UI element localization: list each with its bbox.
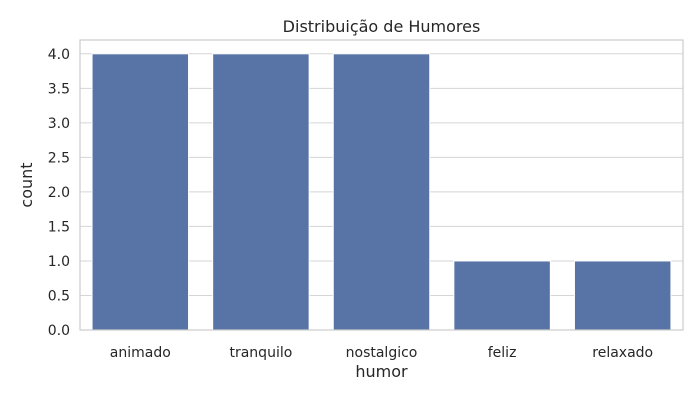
bar-tranquilo — [212, 53, 310, 331]
y-tick-label: 3.0 — [48, 116, 70, 132]
x-tick-label: tranquilo — [229, 345, 292, 361]
y-tick-label: 0.0 — [48, 323, 70, 339]
x-tick-label: relaxado — [592, 345, 653, 361]
x-tick-label: feliz — [488, 345, 517, 361]
bar-nostalgico — [332, 53, 431, 331]
x-axis-label: humor — [355, 362, 408, 381]
bar-relaxado — [573, 260, 672, 331]
y-tick-label: 2.0 — [48, 185, 70, 201]
bars — [91, 53, 672, 331]
bar-feliz — [453, 260, 551, 331]
bar-animado — [91, 53, 190, 331]
y-tick-labels: 0.0 0.5 1.0 1.5 2.0 2.5 3.0 3.5 4.0 — [48, 47, 70, 339]
y-tick-label: 4.0 — [48, 47, 70, 63]
y-tick-label: 2.5 — [48, 150, 70, 166]
x-tick-label: animado — [110, 345, 171, 361]
chart-title: Distribuição de Humores — [283, 17, 481, 36]
plot-frame — [79, 39, 684, 331]
y-tick-label: 1.0 — [48, 254, 70, 270]
x-tick-label: nostalgico — [346, 345, 418, 361]
y-tick-label: 1.5 — [48, 219, 70, 235]
y-tick-label: 3.5 — [48, 81, 70, 97]
y-tick-label: 0.5 — [48, 288, 70, 304]
y-axis-label: count — [17, 162, 36, 207]
x-tick-labels: animado tranquilo nostalgico feliz relaxado — [110, 345, 653, 361]
